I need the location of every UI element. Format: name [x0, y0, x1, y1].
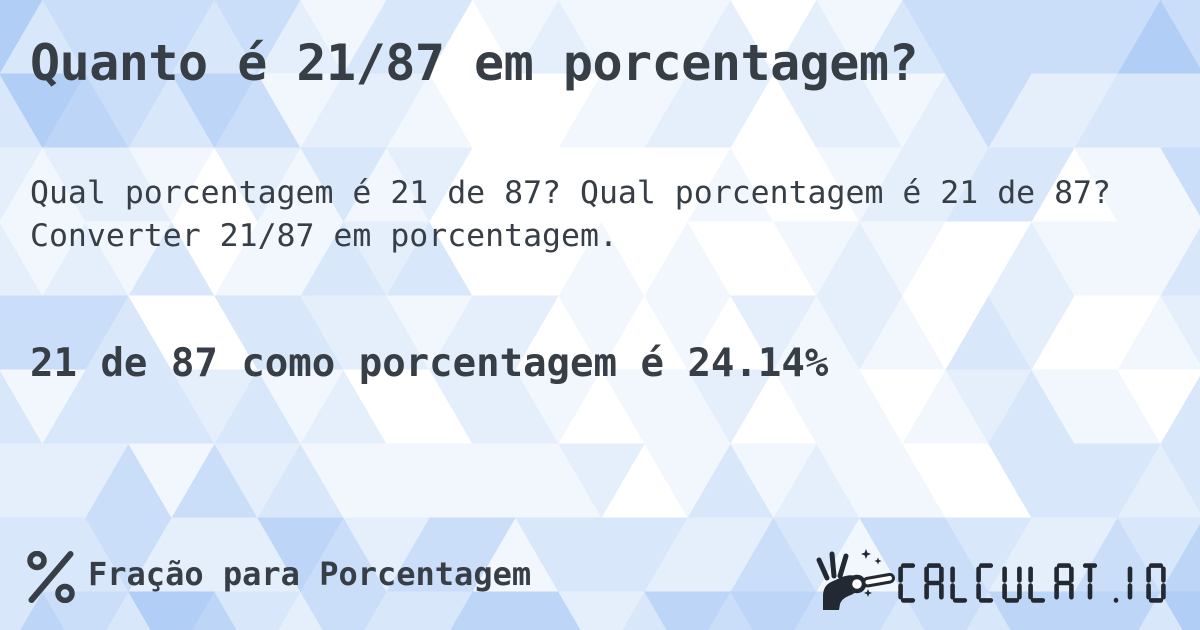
magic-wand-hand-icon	[816, 549, 895, 610]
brand-logo	[804, 546, 1172, 620]
percent-icon	[27, 551, 75, 603]
brand-logo-text	[898, 563, 1166, 603]
sparkle-stars-icon	[861, 549, 882, 597]
category-label: Fração para Porcentagem	[88, 555, 532, 593]
page-title: Quanto é 21/87 em porcentagem?	[30, 34, 919, 92]
answer-text: 21 de 87 como porcentagem é 24.14%	[30, 341, 829, 386]
page-description: Qual porcentagem é 21 de 87? Qual porcen…	[30, 175, 1111, 254]
